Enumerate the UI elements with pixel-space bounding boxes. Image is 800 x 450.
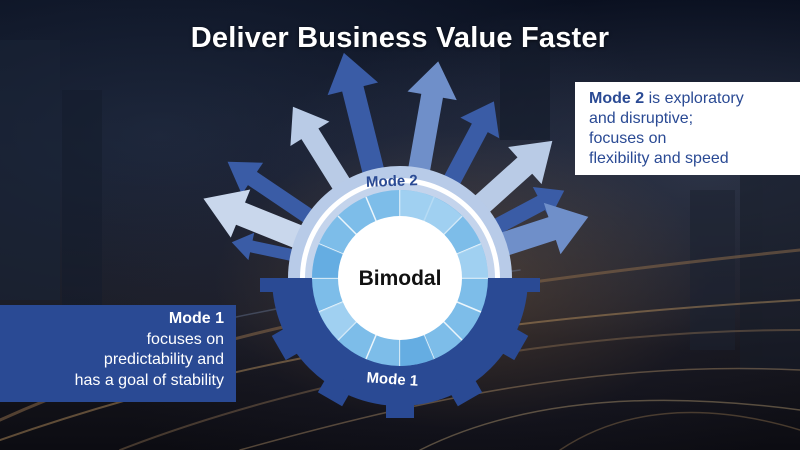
arrow-1	[327, 52, 387, 184]
arrow-9	[491, 202, 589, 259]
center-label: Bimodal	[359, 267, 442, 290]
mode2-callout-line: and disruptive;	[589, 110, 694, 127]
mode1-callout: Mode 1 focuses on predictability and has…	[0, 305, 236, 402]
center-segmented-ring	[312, 190, 488, 366]
radiating-arrows	[203, 52, 589, 265]
arrow-2	[406, 61, 457, 182]
mode2-callout-line: is exploratory	[648, 90, 744, 107]
mode1-callout-line: predictability and	[103, 351, 224, 368]
gear-mode1-label: Mode 1	[366, 369, 419, 390]
arrow-4	[290, 106, 356, 199]
mode1-callout-heading: Mode 1	[168, 310, 224, 327]
mode1-callout-line: focuses on	[146, 330, 224, 348]
arrow-3	[439, 101, 500, 194]
slide-title: Deliver Business Value Faster	[190, 22, 610, 54]
mode1-callout-line: has a goal of stability	[74, 371, 224, 389]
mode2-callout-heading: Mode 2	[589, 90, 645, 107]
arrow-6	[203, 189, 312, 252]
mode2-callout-line: focuses on	[589, 130, 667, 147]
mode2-callout-line: flexibility and speed	[589, 150, 729, 167]
arrow-5	[227, 161, 322, 229]
arrow-10	[231, 232, 309, 265]
mode2-callout: Mode 2 is exploratory and disruptive; fo…	[575, 82, 800, 175]
arrow-8	[484, 186, 565, 239]
arrow-7	[466, 140, 553, 220]
gear-mode2-label: Mode 2	[366, 172, 418, 191]
